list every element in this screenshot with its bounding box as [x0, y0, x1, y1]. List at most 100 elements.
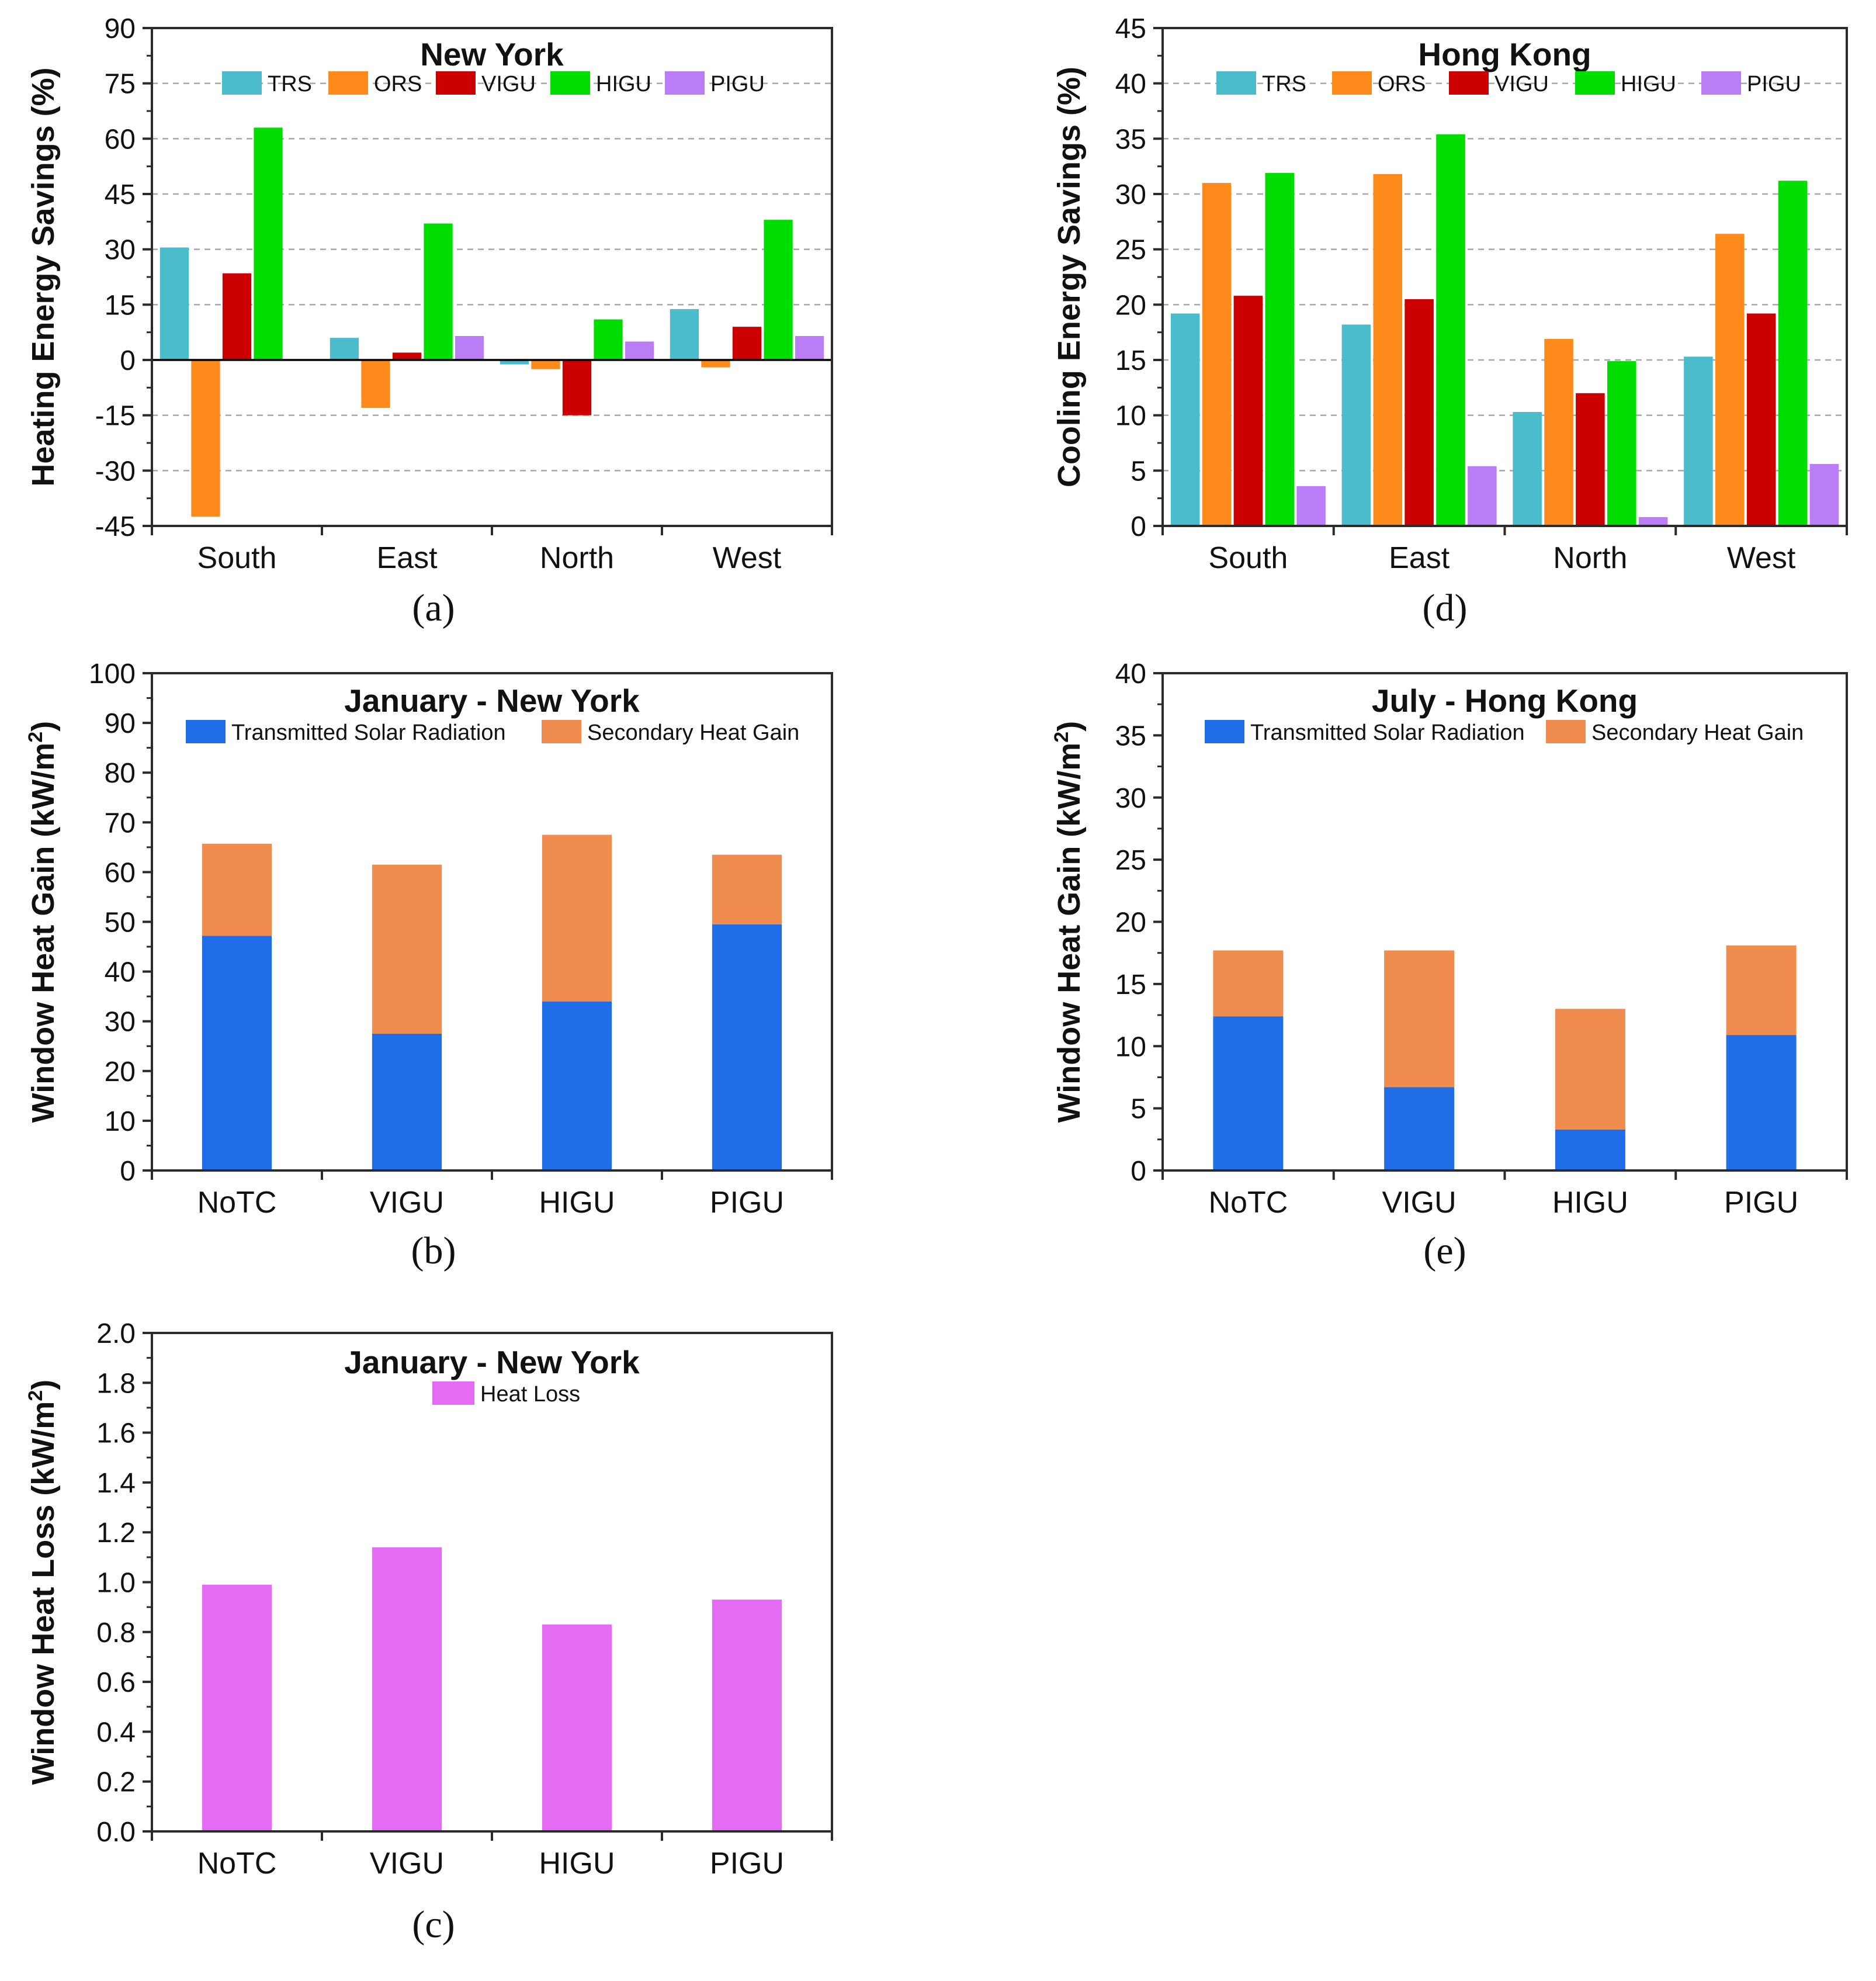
legend-swatch	[1332, 71, 1372, 95]
y-axis-label-main: Window Heat Gain (kW/m	[1052, 743, 1087, 1123]
legend-label: VIGU	[1494, 72, 1549, 96]
bar-pigu-east	[1468, 466, 1497, 526]
x-tick-label: South	[1208, 541, 1288, 575]
y-tick-label: 20	[1115, 290, 1146, 321]
y-axis-label: Window Heat Loss (kW/m2)	[25, 1380, 61, 1785]
bar-higu-east	[424, 223, 453, 360]
x-tick-label: East	[376, 541, 438, 575]
bar-ors-south	[191, 360, 220, 517]
y-tick-label: -30	[95, 456, 136, 487]
x-tick-label: PIGU	[710, 1186, 784, 1220]
bar-pigu-east	[455, 335, 484, 360]
x-tick-label: NoTC	[1208, 1186, 1288, 1220]
panel-label: (b)	[411, 1230, 456, 1272]
y-tick-label: 1.6	[96, 1418, 136, 1449]
x-tick-label: VIGU	[1382, 1186, 1457, 1220]
y-tick-label: 90	[105, 708, 136, 739]
bar-higu-west	[1778, 181, 1808, 526]
bar-secondary-heat-gain-pigu	[1726, 945, 1797, 1035]
bar-secondary-heat-gain-vigu	[1384, 950, 1455, 1088]
y-tick-label: 5	[1131, 1094, 1146, 1125]
legend-label: PIGU	[710, 72, 765, 96]
y-tick-label: 0	[120, 345, 136, 376]
y-tick-label: 30	[105, 235, 136, 266]
y-axis-label: Window Heat Gain (kW/m2)	[1050, 721, 1087, 1123]
bar-higu-north	[1607, 361, 1636, 526]
y-tick-label: 10	[105, 1106, 136, 1137]
bar-vigu-west	[1746, 313, 1776, 526]
bar-ors-south	[1202, 183, 1232, 527]
y-tick-label: 1.4	[96, 1468, 136, 1499]
y-tick-label: 30	[105, 1007, 136, 1038]
legend-label: Heat Loss	[480, 1382, 580, 1407]
legend-label: Secondary Heat Gain	[587, 721, 799, 745]
bar-pigu-west	[1809, 463, 1839, 526]
y-tick-label: 1.2	[96, 1518, 136, 1549]
x-tick-label: VIGU	[370, 1186, 444, 1220]
x-tick-label: NoTC	[197, 1847, 277, 1880]
y-tick-label: 90	[105, 13, 136, 44]
bar-transmitted-solar-radiation-vigu	[1384, 1087, 1455, 1170]
y-tick-label: 25	[1115, 845, 1146, 876]
bar-trs-east	[1341, 324, 1371, 526]
bar-vigu-south	[1233, 296, 1263, 526]
y-tick-label: 20	[1115, 908, 1146, 938]
y-tick-label: 15	[105, 290, 136, 321]
bar-higu-east	[1436, 134, 1465, 526]
x-tick-label: HIGU	[539, 1186, 615, 1220]
y-tick-label: 75	[105, 69, 136, 100]
bar-vigu-east	[392, 352, 422, 360]
y-axis-label-sup: 2	[1050, 732, 1073, 743]
y-tick-label: -45	[95, 511, 136, 542]
bar-higu-west	[764, 220, 793, 360]
y-axis-label-main: Window Heat Loss (kW/m	[26, 1401, 61, 1785]
y-tick-label: 50	[105, 908, 136, 938]
y-axis-label: Cooling Energy Savings (%)	[1052, 67, 1087, 487]
bar-vigu-west	[732, 327, 762, 360]
legend-label: Transmitted Solar Radiation	[231, 721, 506, 745]
bar-vigu-south	[222, 273, 252, 360]
y-tick-label: 30	[1115, 783, 1146, 814]
bar-trs-west	[1684, 356, 1713, 526]
y-tick-label: 0.4	[96, 1717, 136, 1748]
legend-swatch	[1205, 720, 1244, 743]
y-tick-label: 1.8	[96, 1368, 136, 1399]
bar-trs-south	[159, 247, 189, 360]
legend-swatch	[550, 71, 590, 95]
x-tick-label: West	[713, 541, 782, 575]
legend-label: PIGU	[1747, 72, 1801, 96]
bar-ors-west	[701, 360, 730, 368]
chart-d: 0 5 10 15 20 25 30 35 40 45 South East North West Hong…	[1052, 13, 1848, 629]
chart-title: Hong Kong	[1418, 36, 1591, 72]
bar-heat-loss-higu	[542, 1625, 612, 1831]
bar-heat-loss-pigu	[712, 1599, 782, 1831]
bar-secondary-heat-gain-notc	[202, 843, 272, 936]
y-tick-label: 40	[1115, 659, 1146, 690]
bar-heat-loss-vigu	[372, 1547, 442, 1831]
x-tick-label: South	[197, 541, 277, 575]
x-tick-label: PIGU	[710, 1847, 784, 1880]
bar-pigu-west	[795, 335, 824, 360]
bar-secondary-heat-gain-higu	[542, 834, 612, 1002]
bar-secondary-heat-gain-vigu	[372, 864, 442, 1034]
chart-e: 0 5 10 15 20 25 30 35 40 NoTC VIGU HIGU PIGU July - H…	[1050, 659, 1848, 1272]
legend-label: ORS	[374, 72, 422, 96]
legend-swatch	[222, 71, 262, 95]
y-tick-label: 40	[105, 957, 136, 988]
bar-transmitted-solar-radiation-notc	[202, 936, 272, 1170]
legend-swatch	[665, 71, 705, 95]
legend-swatch	[436, 71, 476, 95]
bar-ors-north	[1544, 339, 1573, 526]
legend-label: ORS	[1378, 72, 1426, 96]
legend-swatch	[186, 720, 226, 743]
y-axis-label-end: )	[26, 721, 61, 732]
y-axis-label-end: )	[26, 1380, 61, 1390]
panel-label: (c)	[412, 1903, 455, 1946]
bar-vigu-east	[1405, 299, 1434, 526]
y-tick-label: 0.0	[96, 1817, 136, 1848]
y-axis-label-sup: 2	[25, 732, 47, 743]
legend-swatch	[328, 71, 368, 95]
y-tick-label: 35	[1115, 721, 1146, 751]
legend-swatch	[1216, 71, 1256, 95]
bar-heat-loss-notc	[202, 1584, 272, 1831]
